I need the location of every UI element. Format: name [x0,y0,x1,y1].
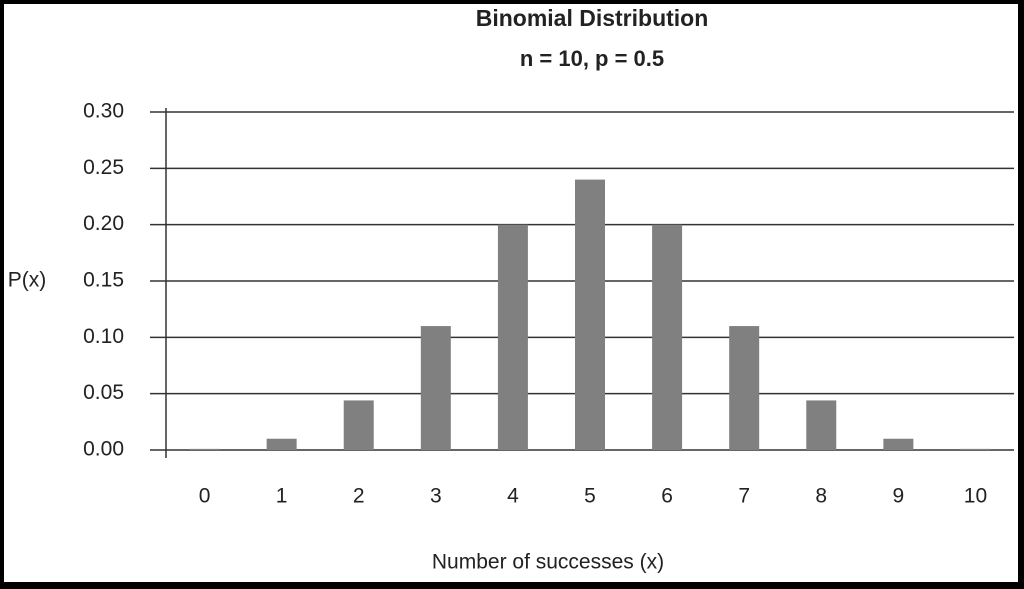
chart-subtitle: n = 10, p = 0.5 [520,46,664,71]
x-tick-label: 7 [738,485,750,508]
y-tick-label: 0.25 [83,156,124,179]
x-tick-label: 6 [661,485,673,508]
x-axis-label: Number of successes (x) [432,551,664,574]
x-tick-label: 10 [964,485,987,508]
bar [960,448,991,450]
y-tick-label: 0.20 [83,212,124,235]
bar [266,438,297,450]
bar [575,179,605,450]
x-tick-label: 8 [815,485,827,508]
x-tick-label: 5 [584,485,596,508]
y-tick-label: 0.10 [83,325,124,348]
bar [343,400,374,450]
x-tick-label: 3 [430,485,442,508]
x-tick-label: 9 [893,485,905,508]
y-tick-label: 0.00 [83,438,124,461]
bar [729,326,760,450]
x-tick-label: 0 [199,485,211,508]
bar [652,224,683,450]
x-tick-label: 2 [353,485,365,508]
chart-title: Binomial Distribution [476,5,709,31]
bar [189,448,220,450]
y-tick-label: 0.15 [83,269,124,292]
bar [883,438,914,450]
y-tick-label: 0.05 [83,381,124,404]
bar [497,224,528,450]
bar [420,326,451,450]
x-tick-label: 4 [507,485,519,508]
bar [806,400,837,450]
x-tick-label: 1 [276,485,288,508]
y-axis-label: P(x) [8,269,47,292]
y-tick-label: 0.30 [83,100,124,123]
